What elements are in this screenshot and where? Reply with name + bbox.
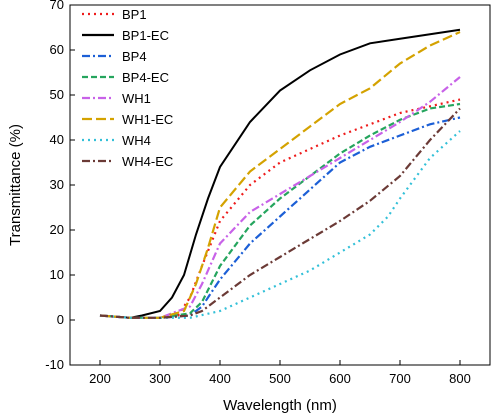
legend: BP1 BP1-EC BP4 BP4-EC WH1 WH1-EC WH4 WH4-EC: [82, 7, 173, 169]
y-tick-label: 70: [50, 0, 64, 12]
legend-label: BP4: [122, 49, 147, 64]
y-tick-label: 20: [50, 222, 64, 237]
legend-label: WH4: [122, 133, 151, 148]
x-tick-label: 500: [269, 371, 291, 386]
legend-label: WH1: [122, 91, 151, 106]
legend-label: WH1-EC: [122, 112, 173, 127]
series-line-wh1-ec: [99, 30, 461, 319]
legend-label: BP4-EC: [122, 70, 169, 85]
y-tick-label: 10: [50, 267, 64, 282]
plot-lines: [99, 28, 461, 319]
series-line-bp1-ec: [99, 28, 461, 319]
x-tick-label: 700: [389, 371, 411, 386]
y-tick-label: 30: [50, 177, 64, 192]
y-tick-label: 0: [57, 312, 64, 327]
x-tick-label: 600: [329, 371, 351, 386]
series-line-bp4: [99, 116, 461, 319]
y-tick-label: 50: [50, 87, 64, 102]
y-tick-label: -10: [45, 357, 64, 372]
axis-ticks: 200 300 400 500 600 700 800 -10 0 10 20 30 40 50 60 70: [45, 0, 471, 386]
legend-label: WH4-EC: [122, 154, 173, 169]
x-axis-title: Wavelength (nm): [223, 397, 337, 414]
legend-label: BP1: [122, 7, 147, 22]
legend-label: BP1-EC: [122, 28, 169, 43]
y-axis-title: Transmittance (%): [7, 124, 24, 246]
series-line-bp4-ec: [99, 102, 461, 319]
x-tick-label: 200: [89, 371, 111, 386]
series-line-wh4-ec: [99, 107, 461, 319]
y-tick-label: 60: [50, 42, 64, 57]
x-tick-label: 300: [149, 371, 171, 386]
x-tick-label: 400: [209, 371, 231, 386]
y-tick-label: 40: [50, 132, 64, 147]
x-tick-label: 800: [449, 371, 471, 386]
